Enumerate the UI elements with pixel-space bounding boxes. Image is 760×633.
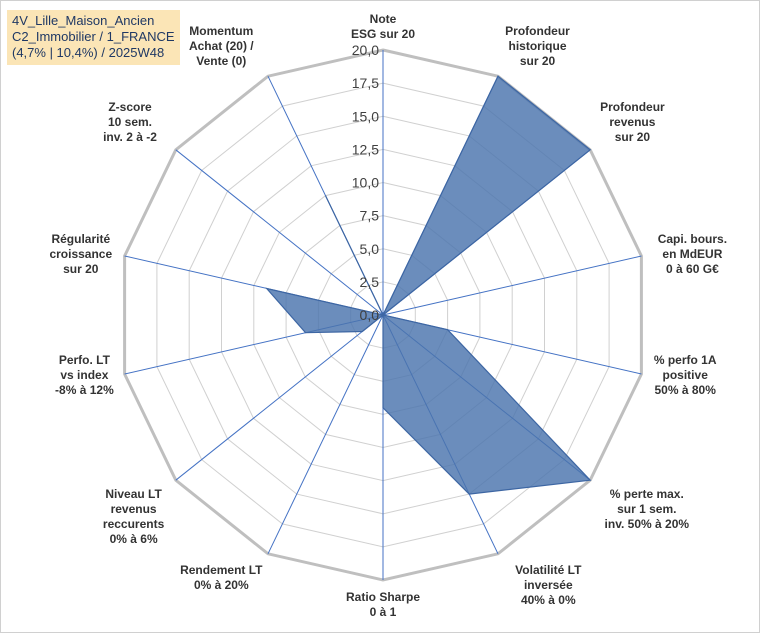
axis-label: Z-score 10 sem. inv. 2 à -2: [103, 100, 157, 144]
axis-label-line: % perfo 1A: [654, 353, 717, 367]
axis-label-line: Momentum: [189, 24, 253, 38]
axis-label-line: 0% à 20%: [194, 578, 249, 592]
axis-label: % perte max. sur 1 sem. inv. 50% à 20%: [605, 487, 690, 531]
axis-label-line: Note: [370, 12, 397, 26]
radar-series-area: [265, 75, 592, 495]
axis-label-line: Vente (0): [196, 54, 246, 68]
axis-label-line: vs index: [60, 368, 108, 382]
radar-spoke: [175, 149, 384, 316]
axis-label: Ratio Sharpe 0 à 1: [346, 590, 420, 619]
axis-label-line: 50% à 80%: [655, 383, 717, 397]
axis-label: Momentum Achat (20) / Vente (0): [189, 24, 254, 68]
info-line-2: C2_Immobilier / 1_FRANCE: [12, 29, 175, 44]
axis-label-line: Profondeur: [505, 24, 570, 38]
tick-label: 5,0: [360, 241, 380, 257]
axis-label: Profondeur historique sur 20: [505, 24, 570, 68]
tick-label: 15,0: [352, 108, 379, 124]
axis-label-line: sur 20: [615, 130, 651, 144]
tick-label: 12,5: [352, 141, 379, 157]
axis-label-line: Profondeur: [600, 100, 665, 114]
axis-label-line: Ratio Sharpe: [346, 590, 420, 604]
info-box: 4V_Lille_Maison_Ancien C2_Immobilier / 1…: [7, 10, 180, 65]
axis-label: Capi. bours. en MdEUR 0 à 60 G€: [658, 232, 727, 276]
tick-label: 0,0: [360, 307, 380, 323]
axis-label-line: en MdEUR: [662, 247, 722, 261]
axis-label-line: 10 sem.: [108, 115, 152, 129]
tick-label: 7,5: [360, 208, 380, 224]
axis-label-line: inv. 2 à -2: [103, 130, 157, 144]
axis-label-line: ESG sur 20: [351, 27, 415, 41]
axis-label-line: reccurents: [103, 517, 165, 531]
axis-label-line: 0 à 60 G€: [666, 262, 719, 276]
axis-label-line: % perte max.: [610, 487, 684, 501]
axis-label-line: sur 1 sem.: [617, 502, 676, 516]
axis-label-line: sur 20: [63, 262, 99, 276]
axis-label-line: inversée: [524, 578, 573, 592]
axis-label: Niveau LT revenus reccurents 0% à 6%: [103, 487, 165, 546]
axis-label: Profondeur revenus sur 20: [600, 100, 665, 144]
axis-label-line: Niveau LT: [105, 487, 162, 501]
axis-label-line: Perfo. LT: [59, 353, 111, 367]
tick-label: 10,0: [352, 175, 379, 191]
tick-label: 20,0: [352, 42, 379, 58]
radar-spoke: [382, 255, 642, 316]
axis-label: Perfo. LT vs index -8% à 12%: [55, 353, 114, 397]
axis-label-line: -8% à 12%: [55, 383, 114, 397]
axis-label-line: 40% à 0%: [521, 593, 576, 607]
axis-label-line: sur 20: [520, 54, 556, 68]
axis-label-line: 0 à 1: [370, 605, 397, 619]
axis-label-line: Rendement LT: [180, 563, 263, 577]
info-line-1: 4V_Lille_Maison_Ancien: [12, 13, 155, 28]
axis-label-line: Volatilité LT: [515, 563, 582, 577]
axis-label-line: Régularité: [51, 232, 110, 246]
axis-label-line: revenus: [111, 502, 157, 516]
tick-label: 2,5: [360, 274, 380, 290]
axis-label-line: Capi. bours.: [658, 232, 727, 246]
axis-label-line: positive: [663, 368, 709, 382]
axis-label-line: inv. 50% à 20%: [605, 517, 690, 531]
radar-spoke: [267, 314, 384, 555]
axis-label-line: Achat (20) /: [189, 39, 254, 53]
axis-label-line: Z-score: [108, 100, 152, 114]
axis-label: Volatilité LT inversée 40% à 0%: [515, 563, 582, 607]
tick-label: 17,5: [352, 75, 379, 91]
axis-label-line: revenus: [609, 115, 655, 129]
axis-label-line: croissance: [49, 247, 112, 261]
axis-label: Note ESG sur 20: [351, 12, 415, 41]
axis-label: Régularité croissance sur 20: [49, 232, 112, 276]
axis-label-line: 0% à 6%: [110, 532, 158, 546]
info-line-3: (4,7% | 10,4%) / 2025W48: [12, 45, 165, 60]
axis-label: % perfo 1A positive 50% à 80%: [654, 353, 717, 397]
radar-spoke: [175, 314, 384, 481]
axis-label-line: historique: [508, 39, 566, 53]
axis-label: Rendement LT 0% à 20%: [180, 563, 263, 592]
